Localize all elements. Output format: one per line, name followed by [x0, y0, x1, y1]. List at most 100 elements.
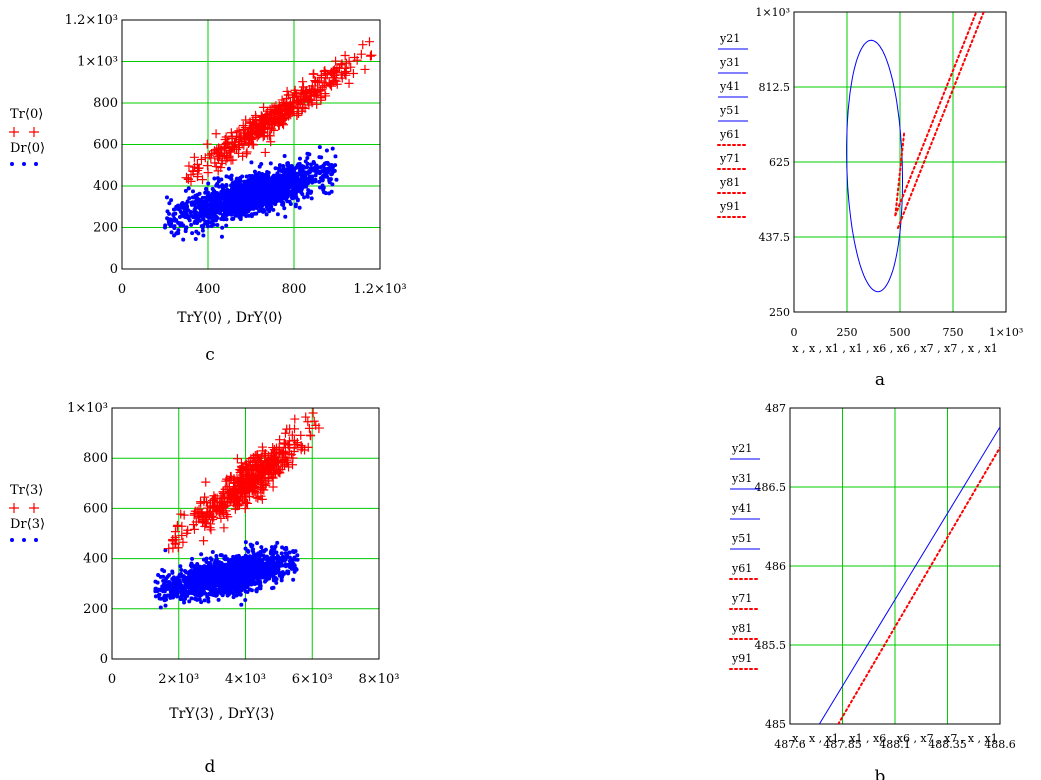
data-point-plus: [256, 482, 266, 492]
data-point-dot: [188, 563, 193, 568]
series-tr: [163, 408, 324, 554]
data-point-dot: [232, 582, 237, 587]
data-point-dot: [22, 162, 26, 166]
data-point-dot: [271, 200, 276, 205]
data-point-plus: [231, 482, 241, 492]
data-point-dot: [169, 581, 174, 586]
data-point-plus: [294, 109, 304, 119]
data-point-plus: [309, 416, 319, 426]
data-point-dot: [209, 592, 214, 597]
data-point-dot: [153, 589, 158, 594]
data-point-plus: [261, 117, 271, 127]
data-point-dot: [183, 576, 188, 581]
data-point-dot: [192, 208, 197, 213]
data-point-dot: [289, 163, 294, 168]
grid-lines: [794, 12, 1006, 312]
data-point-dot: [187, 599, 192, 604]
data-point-plus: [29, 503, 39, 513]
data-point-dot: [199, 586, 204, 591]
data-point-dot: [201, 217, 206, 222]
data-point-dot: [234, 176, 239, 181]
data-point-dot: [281, 203, 286, 208]
data-point-dot: [293, 549, 298, 554]
data-point-dot: [261, 564, 266, 569]
data-point-dot: [252, 169, 257, 174]
data-point-dot: [180, 212, 185, 217]
data-point-dot: [324, 148, 329, 153]
data-point-dot: [161, 595, 166, 600]
data-point-dot: [207, 214, 212, 219]
x-axis-label: TrY⟨3⟩ , DrY⟨3⟩: [169, 706, 274, 722]
data-point-dot: [240, 191, 245, 196]
data-point-dot: [262, 549, 267, 554]
data-point-dot: [291, 188, 296, 193]
data-point-dot: [201, 233, 206, 238]
data-point-dot: [219, 561, 224, 566]
data-point-dot: [224, 198, 229, 203]
data-point-plus: [307, 98, 317, 108]
data-point-dot: [251, 206, 256, 211]
data-point-dot: [226, 166, 231, 171]
data-point-dot: [193, 215, 198, 220]
data-point-dot: [190, 189, 195, 194]
y-tick-label: 200: [93, 221, 118, 236]
data-point-dot: [286, 185, 291, 190]
data-point-dot: [273, 166, 278, 171]
data-point-dot: [233, 559, 238, 564]
dotted-line: [837, 446, 1000, 724]
data-point-dot: [207, 578, 212, 583]
data-point-dot: [265, 196, 270, 201]
x-tick-label: 0: [791, 326, 798, 339]
data-point-dot: [219, 564, 224, 569]
data-point-plus: [203, 161, 213, 171]
data-point-dot: [281, 163, 286, 168]
data-point-dot: [264, 173, 269, 178]
data-point-dot: [274, 580, 279, 585]
data-point-plus: [265, 124, 275, 134]
data-point-dot: [272, 576, 277, 581]
data-point-dot: [330, 170, 335, 175]
data-point-plus: [245, 123, 255, 133]
data-point-dot: [247, 577, 252, 582]
y-tick-label: 0: [100, 652, 108, 667]
data-point-plus: [348, 68, 358, 78]
data-point-dot: [167, 211, 172, 216]
data-point-plus: [196, 497, 206, 507]
data-point-plus: [283, 103, 293, 113]
data-point-dot: [327, 180, 332, 185]
data-point-dot: [189, 222, 194, 227]
data-point-dot: [168, 217, 173, 222]
data-point-dot: [220, 581, 225, 586]
data-point-plus: [287, 430, 297, 440]
x-axis-label: TrY⟨0⟩ , DrY⟨0⟩: [177, 310, 282, 326]
data-point-dot: [179, 221, 184, 226]
data-point-plus: [276, 106, 286, 116]
data-point-plus: [296, 430, 306, 440]
data-point-plus: [260, 147, 270, 157]
data-point-dot: [205, 594, 210, 599]
data-point-dot: [257, 187, 262, 192]
data-point-dot: [231, 209, 236, 214]
data-point-dot: [223, 204, 228, 209]
data-point-dot: [179, 586, 184, 591]
data-point-plus: [238, 464, 248, 474]
data-point-plus: [243, 131, 253, 141]
data-point-dot: [305, 161, 310, 166]
data-point-dot: [171, 212, 176, 217]
legend: Tr⟨3⟩Dr⟨3⟩: [9, 483, 45, 542]
data-point-dot: [268, 572, 273, 577]
data-point-dot: [297, 205, 302, 210]
data-point-dot: [269, 548, 274, 553]
data-point-plus: [311, 90, 321, 100]
data-point-dot: [206, 181, 211, 186]
data-point-plus: [266, 114, 276, 124]
data-point-plus: [263, 455, 273, 465]
data-point-plus: [284, 462, 294, 472]
data-point-dot: [277, 194, 282, 199]
chart-b: 487.6 487.85 488.1 488.35 488.6485485.548648…: [729, 402, 1016, 780]
data-point-dot: [215, 223, 220, 228]
x-tick-label: 2×10³: [158, 672, 199, 687]
data-point-plus: [202, 139, 212, 149]
legend-entry-label: y51: [719, 104, 740, 117]
y-tick-label: 485: [765, 718, 786, 731]
